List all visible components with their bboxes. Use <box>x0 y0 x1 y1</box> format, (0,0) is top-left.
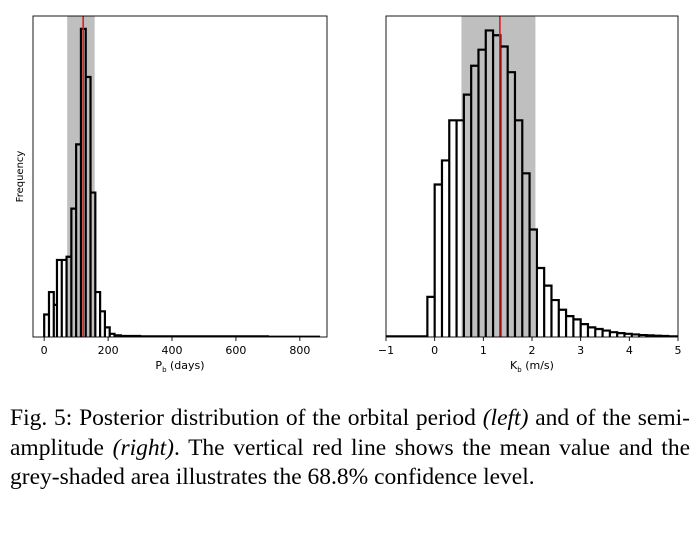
x-tick-label: 0 <box>41 344 48 357</box>
confidence-band <box>461 16 536 337</box>
x-tick-label: 5 <box>675 344 682 357</box>
figure: 0 200 400 600 800 Pb (days) Frequency −1 0 1 2 3 4 5… <box>15 15 682 374</box>
x-tick-label: 600 <box>225 344 246 357</box>
caption-left-italic: (left) <box>482 405 529 431</box>
x-axis-label: Pb (days) <box>155 359 204 374</box>
caption-suffix: . The vertical red line shows the mean v… <box>10 434 690 491</box>
caption-middle: and of the semi-amplitude <box>10 405 690 461</box>
x-tick-label: 2 <box>529 344 536 357</box>
x-tick-label: 0 <box>431 344 438 357</box>
caption-prefix: Fig. 5: Posterior distribution of the or… <box>10 405 483 431</box>
x-tick-label: 400 <box>162 344 183 357</box>
x-tick-label: 3 <box>577 344 584 357</box>
histogram-steps <box>43 27 321 337</box>
x-tick-label: 1 <box>480 344 487 357</box>
x-tick-label: 200 <box>98 344 119 357</box>
x-axis-label: Kb (m/s) <box>510 359 554 374</box>
left-panel-period-histogram: 0 200 400 600 800 Pb (days) Frequency <box>15 15 328 374</box>
figure-caption: Fig. 5: Posterior distribution of the or… <box>10 404 690 493</box>
histogram-steps <box>386 29 678 337</box>
axes-frame <box>32 15 328 338</box>
x-tick-label: −1 <box>378 344 394 357</box>
y-axis-label: Frequency <box>15 151 26 203</box>
right-panel-semi-amplitude-histogram: −1 0 1 2 3 4 5 Kb (m/s) <box>378 15 682 374</box>
x-tick-label: 800 <box>289 344 310 357</box>
caption-right-italic: (right) <box>112 434 174 461</box>
x-tick-label: 4 <box>626 344 633 357</box>
